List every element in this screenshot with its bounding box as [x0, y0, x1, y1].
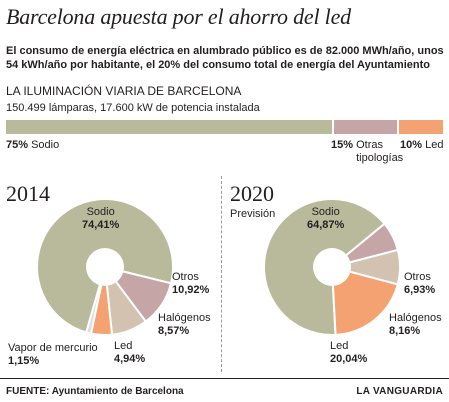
- bar-label-otras-value: 15%: [331, 139, 354, 151]
- chart-subtitle: El consumo de energía eléctrica en alumb…: [6, 45, 444, 71]
- label-2014-sodio-name: Sodio: [86, 206, 115, 218]
- label-2014-halogenos: Halógenos 8,57%: [158, 312, 211, 338]
- footer: FUENTE: Ayuntamiento de Barcelona LA VAN…: [0, 378, 449, 402]
- label-2020-halogenos-name: Halógenos: [389, 312, 442, 324]
- label-2020-sodio: Sodio 64,87%: [307, 206, 344, 232]
- bar-label-led-name: Led: [425, 139, 444, 151]
- label-2020-sodio-name: Sodio: [311, 206, 340, 218]
- donut-hole-2014: [86, 248, 124, 286]
- chart-title: Barcelona apuesta por el ahorro del led: [6, 4, 351, 29]
- publisher-credit: LA VANGUARDIA: [356, 386, 443, 397]
- label-2020-sodio-value: 64,87%: [307, 219, 345, 231]
- label-2014-halogenos-value: 8,57%: [158, 325, 190, 337]
- label-2020-halogenos-value: 8,16%: [389, 325, 421, 337]
- year-2020-note: Previsión: [230, 208, 276, 220]
- label-2014-sodio: Sodio 74,41%: [82, 206, 119, 232]
- slice-2020-led: [330, 265, 399, 336]
- bar-label-sodio: 75% Sodio: [6, 139, 59, 152]
- year-2020: 2020: [230, 181, 274, 206]
- label-2014-otros: Otros 10,92%: [172, 271, 209, 297]
- label-2020-led-value: 20,04%: [330, 353, 368, 365]
- bar-label-otras-name: Otras tipologías: [356, 139, 404, 164]
- label-2014-vapor: Vapor de mercurio 1,15%: [8, 342, 98, 368]
- label-2020-otros-name: Otros: [404, 271, 431, 283]
- label-2020-otros: Otros 6,93%: [404, 271, 435, 297]
- label-2020-led-name: Led: [330, 340, 349, 352]
- bar-segment-otras: [333, 120, 400, 134]
- bar-label-led: 10% Led: [400, 139, 443, 152]
- label-2020-otros-value: 6,93%: [404, 284, 436, 296]
- label-2014-vapor-name: Vapor de mercurio: [8, 342, 98, 354]
- bar-segment-led: [399, 120, 443, 134]
- bar-label-sodio-name: Sodio: [31, 139, 60, 151]
- stacked-bar: [6, 120, 443, 134]
- label-2014-vapor-value: 1,15%: [8, 355, 40, 367]
- label-2014-sodio-value: 74,41%: [82, 219, 120, 231]
- bar-label-otras: 15% Otras tipologías: [331, 139, 416, 165]
- donut-2020: [263, 198, 402, 336]
- donut-2014: [36, 198, 174, 336]
- label-2014-otros-value: 10,92%: [172, 284, 210, 296]
- bar-label-sodio-value: 75%: [6, 139, 29, 151]
- label-2014-led-name: Led: [114, 340, 133, 352]
- source-note: FUENTE: Ayuntamiento de Barcelona: [6, 386, 184, 397]
- donut-hole-2020: [313, 248, 351, 286]
- section-divider: [221, 176, 222, 372]
- section-detail: 150.499 lámparas, 17.600 kW de potencia …: [6, 102, 260, 114]
- year-2014: 2014: [6, 181, 50, 206]
- label-2020-halogenos: Halógenos 8,16%: [389, 312, 442, 338]
- section-heading: LA ILUMINACIÓN VIARIA DE BARCELONA: [6, 84, 242, 98]
- label-2014-halogenos-name: Halógenos: [158, 312, 211, 324]
- bar-label-led-value: 10%: [400, 139, 423, 151]
- label-2014-led: Led 4,94%: [114, 340, 145, 366]
- label-2020-led: Led 20,04%: [330, 340, 367, 366]
- label-2014-otros-name: Otros: [172, 271, 199, 283]
- label-2014-led-value: 4,94%: [114, 353, 146, 365]
- bar-segment-sodio: [6, 120, 334, 134]
